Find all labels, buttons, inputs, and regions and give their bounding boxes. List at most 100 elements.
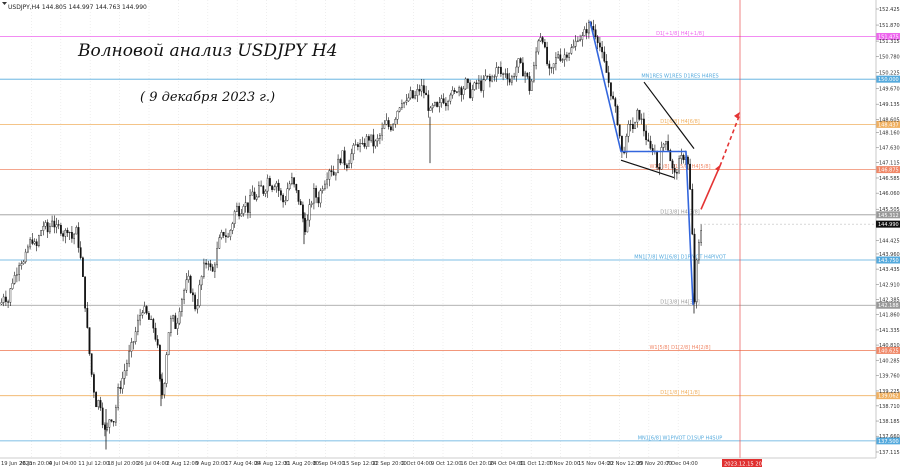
candle-body — [299, 201, 302, 206]
candle-body — [42, 226, 45, 231]
candle-body — [308, 204, 311, 221]
candle-body — [511, 76, 513, 83]
candle-body — [121, 378, 124, 390]
candle-body — [427, 94, 430, 111]
candle-body — [493, 76, 496, 78]
candle-body — [189, 275, 192, 293]
forecast-dashed-line — [719, 113, 741, 167]
candle-body — [326, 179, 328, 185]
candle-body — [394, 119, 397, 125]
candle-body — [616, 105, 619, 125]
candle-body — [310, 202, 313, 205]
level-price-tag-text: 137.500 — [878, 439, 899, 445]
candle-body — [570, 47, 573, 54]
candle-body — [348, 163, 350, 169]
candle-body — [607, 72, 610, 83]
y-tick-label: 142.910 — [879, 282, 900, 288]
candle-body — [596, 36, 599, 44]
level-price-tag — [876, 256, 900, 264]
candle-body — [339, 158, 342, 164]
candle-body — [70, 232, 73, 239]
x-tick-label: 26 Jun 20:00 — [19, 461, 52, 467]
level-label: D1[3/8] H4[3/8] — [660, 209, 700, 215]
candle-body — [200, 276, 203, 286]
candle-body — [695, 259, 698, 302]
candle-body — [618, 124, 621, 137]
candle-body — [251, 191, 254, 196]
candle-body — [544, 42, 546, 48]
candle-body — [475, 82, 478, 85]
candle-body — [634, 121, 637, 130]
x-tick-label: 31 Aug 20:00 — [284, 461, 319, 467]
candle-body — [583, 29, 586, 36]
y-tick-label: 143.435 — [879, 267, 900, 273]
level-label: W1[7/8] D1[5/8] H4[5/8] — [649, 164, 710, 170]
x-tick-label: 9 Oct 12:00 — [431, 461, 462, 467]
candle-body — [119, 387, 122, 390]
candle-body — [18, 265, 20, 275]
level-price-tag-text: 142.188 — [878, 303, 899, 309]
candle-body — [271, 185, 273, 190]
candle-body — [242, 206, 245, 214]
candle-body — [662, 143, 665, 148]
candle-body — [552, 63, 555, 68]
candle-body — [431, 104, 434, 109]
candle-body — [235, 205, 238, 212]
candle-body — [176, 322, 179, 329]
candlestick-series — [0, 19, 703, 450]
candle-body — [484, 75, 487, 80]
analysis-date: ( 9 декабря 2023 г.) — [140, 90, 275, 105]
candle-body — [418, 89, 421, 92]
candle-body — [106, 427, 109, 430]
candle-body — [150, 318, 152, 320]
candle-body — [669, 150, 672, 162]
candle-body — [68, 232, 71, 234]
level-price-tag-text: 146.875 — [878, 168, 899, 174]
x-tick-label: 29 Nov 20:00 — [637, 461, 672, 467]
candle-body — [275, 182, 278, 188]
candle-body — [313, 188, 315, 204]
candle-body — [423, 85, 425, 94]
candle-body — [90, 353, 93, 375]
candle-body — [158, 345, 161, 380]
candle-body — [233, 211, 236, 224]
y-tick-label: 140.810 — [879, 343, 900, 349]
candle-body — [473, 82, 476, 90]
candle-body — [332, 171, 335, 176]
level-price-tag — [876, 32, 900, 40]
level-label: D1[1/8] H4[1/8] — [660, 390, 700, 396]
candle-body — [416, 89, 419, 96]
candle-body — [425, 92, 427, 96]
y-tick-label: 137.115 — [879, 450, 900, 456]
x-tick-label: 11 Jul 12:00 — [78, 461, 109, 467]
candle-body — [572, 46, 575, 48]
candle-body — [352, 144, 355, 155]
candle-body — [139, 314, 141, 321]
candle-body — [255, 196, 258, 200]
candle-body — [610, 82, 612, 97]
candle-body — [361, 143, 364, 145]
candle-body — [625, 136, 628, 154]
candle-body — [328, 170, 331, 180]
candle-body — [673, 167, 676, 173]
symbol-header: USDJPY,H4 144.805 144.997 144.763 144.99… — [8, 4, 147, 11]
candle-body — [202, 262, 205, 277]
candle-body — [354, 144, 357, 146]
candle-body — [700, 230, 703, 243]
candle-body — [398, 107, 401, 112]
candle-body — [464, 78, 467, 90]
candle-body — [84, 276, 87, 309]
candle-body — [656, 150, 659, 168]
level-price-tag-text: 143.750 — [878, 258, 899, 264]
candle-body — [229, 230, 232, 237]
candle-body — [273, 186, 276, 190]
candle-body — [603, 51, 606, 62]
candle-body — [489, 75, 491, 82]
candle-body — [24, 251, 27, 263]
header-dropdown-icon — [2, 2, 7, 5]
candle-body — [643, 118, 645, 132]
candle-body — [555, 57, 557, 65]
level-label: W1[5/8] D1[2/8] H4[2/8] — [649, 345, 710, 351]
candle-body — [136, 319, 139, 332]
